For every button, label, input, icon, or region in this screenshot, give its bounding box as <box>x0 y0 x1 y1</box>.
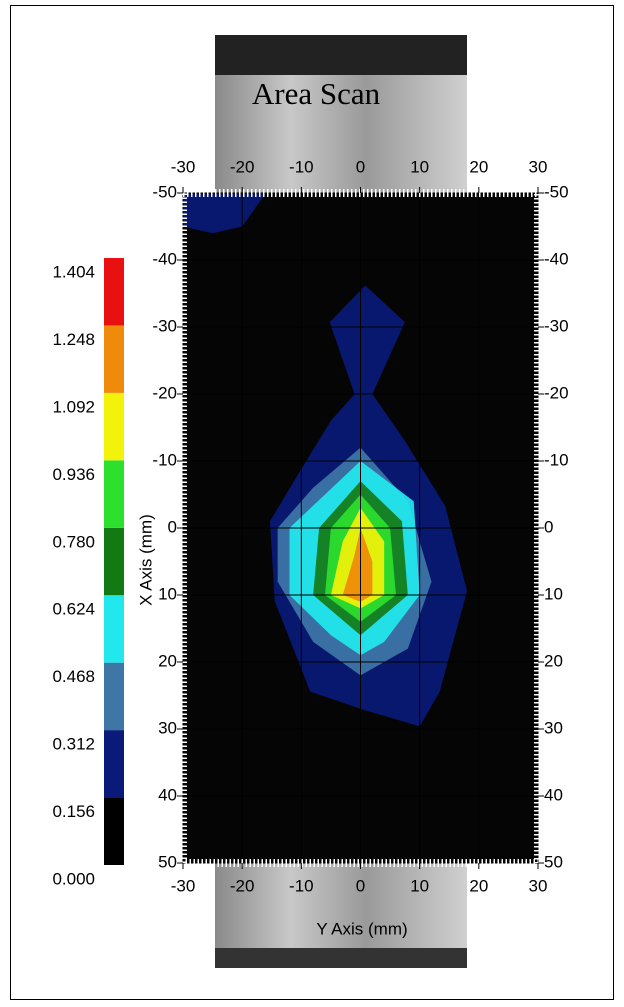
y-tick-label-right: -50 <box>544 182 569 201</box>
chart-title: Area Scan <box>252 76 381 111</box>
x-tick-label-bottom: -30 <box>171 876 196 895</box>
x-tick-label-bottom: 0 <box>356 876 365 895</box>
y-tick-label-left: -40 <box>152 249 177 268</box>
colorbar-label: 1.248 <box>52 330 95 349</box>
chart: Area Scan 0.000 0.156 0.312 0.468 0.624 0.780… <box>0 0 624 1007</box>
y-tick-label-right: 20 <box>544 651 563 670</box>
x-tick-label-bottom: 20 <box>469 876 488 895</box>
y-tick-label-right: 30 <box>544 718 563 737</box>
y-tick-label-left: -20 <box>152 383 177 402</box>
x-tick-label-bottom: 30 <box>529 876 548 895</box>
x-tick-label-top: 30 <box>529 157 548 176</box>
y-tick-label-left: 10 <box>158 584 177 603</box>
x-tick-label-bottom: -20 <box>230 876 255 895</box>
y-tick-label-left: -10 <box>152 450 177 469</box>
y-tick-label-right: -40 <box>544 249 569 268</box>
colorbar <box>104 258 124 865</box>
y-tick-label-right: -20 <box>544 383 569 402</box>
x-tick-label-bottom: -10 <box>289 876 314 895</box>
page: {"chart_data": {"type": "contour", "titl… <box>0 0 624 1007</box>
x-axis-label: Y Axis (mm) <box>316 919 407 938</box>
y-tick-label-left: -30 <box>152 316 177 335</box>
y-tick-label-left: 0 <box>168 517 177 536</box>
colorbar-band <box>104 325 124 392</box>
colorbar-band <box>104 460 124 527</box>
y-tick-label-left: -50 <box>152 182 177 201</box>
y-tick-label-right: 40 <box>544 785 563 804</box>
x-tick-label-top: -20 <box>230 157 255 176</box>
x-tick-label-top: 20 <box>469 157 488 176</box>
photo-bottom <box>215 948 467 968</box>
x-tick-label-top: -10 <box>289 157 314 176</box>
y-axis-label: X Axis (mm) <box>136 514 155 606</box>
colorbar-band <box>104 528 124 595</box>
x-tick-label-top: 0 <box>356 157 365 176</box>
y-tick-label-left: 30 <box>158 718 177 737</box>
colorbar-label: 0.936 <box>52 465 95 484</box>
colorbar-band <box>104 730 124 797</box>
colorbar-label: 1.092 <box>52 397 95 416</box>
y-tick-label-right: -30 <box>544 316 569 335</box>
colorbar-band <box>104 393 124 460</box>
y-tick-label-right: 50 <box>544 852 563 871</box>
x-tick-label-bottom: 10 <box>410 876 429 895</box>
y-tick-label-left: 20 <box>158 651 177 670</box>
y-tick-label-right: 10 <box>544 584 563 603</box>
colorbar-band <box>104 798 124 865</box>
colorbar-label: 0.780 <box>52 532 95 551</box>
y-tick-label-left: 50 <box>158 852 177 871</box>
y-tick-label-right: 0 <box>544 517 553 536</box>
colorbar-band <box>104 663 124 730</box>
y-tick-label-right: -10 <box>544 450 569 469</box>
x-tick-label-top: -30 <box>171 157 196 176</box>
colorbar-band <box>104 258 124 325</box>
photo-top <box>215 35 467 75</box>
colorbar-label: 0.468 <box>52 667 95 686</box>
y-tick-label-left: 40 <box>158 785 177 804</box>
colorbar-label: 0.000 <box>52 869 95 888</box>
colorbar-label: 0.156 <box>52 802 95 821</box>
colorbar-label: 0.624 <box>52 600 95 619</box>
colorbar-label: 1.404 <box>52 262 95 281</box>
colorbar-band <box>104 595 124 662</box>
colorbar-label: 0.312 <box>52 735 95 754</box>
x-tick-label-top: 10 <box>410 157 429 176</box>
